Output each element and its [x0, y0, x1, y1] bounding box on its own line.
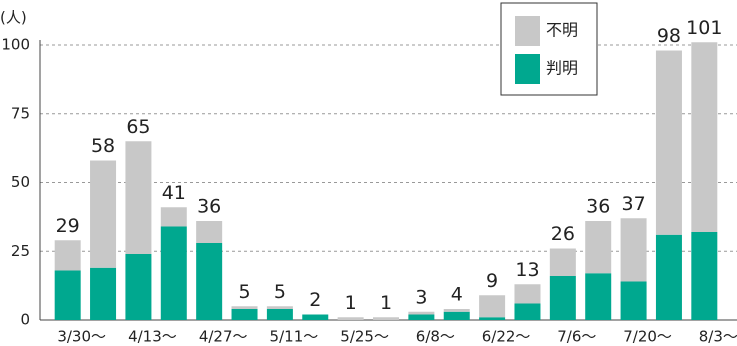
- bar-segment: [691, 232, 718, 320]
- bar-segment: [620, 218, 647, 282]
- x-tick-label: 8/3〜: [699, 328, 737, 346]
- legend-label: 不明: [546, 21, 578, 40]
- x-tick-label: 5/11〜: [270, 328, 319, 346]
- y-tick-label: 50: [11, 173, 30, 191]
- total-label: 41: [162, 182, 186, 204]
- x-tick-label: 6/22〜: [482, 328, 531, 346]
- total-label: 5: [274, 281, 286, 303]
- total-label: 4: [451, 284, 463, 306]
- bar-segment: [337, 317, 364, 320]
- bar-segment: [514, 303, 541, 320]
- bar-segment: [90, 267, 117, 320]
- x-tick-label: 7/20〜: [623, 328, 672, 346]
- bar-segment: [585, 221, 612, 274]
- bar-segment: [90, 160, 117, 268]
- total-label: 2: [309, 289, 321, 311]
- bar-segment: [125, 141, 152, 254]
- total-label: 101: [686, 17, 722, 39]
- bar-segment: [691, 42, 718, 232]
- y-tick-label: 75: [11, 104, 30, 122]
- bar-segment: [160, 226, 187, 320]
- legend-label: 判明: [546, 59, 578, 78]
- bar-segment: [514, 284, 541, 304]
- bar-segment: [196, 243, 223, 320]
- bar-segment: [655, 50, 682, 235]
- bar-segment: [479, 295, 506, 318]
- y-tick-label: 0: [20, 311, 30, 329]
- total-label: 3: [415, 286, 427, 308]
- x-tick-label: 4/13〜: [128, 328, 177, 346]
- bar-segment: [54, 270, 81, 320]
- total-label: 36: [197, 196, 221, 218]
- x-tick-label: 6/8〜: [416, 328, 455, 346]
- bar-segment: [373, 317, 399, 320]
- bar-segment: [549, 248, 576, 276]
- total-label: 5: [238, 281, 250, 303]
- bar-segment: [479, 317, 506, 320]
- total-label: 1: [380, 292, 392, 314]
- bar-segment: [160, 207, 187, 227]
- y-tick-label: 25: [11, 242, 30, 260]
- legend-swatch: [515, 54, 540, 84]
- x-tick-label: 7/6〜: [557, 328, 596, 346]
- bar-segment: [655, 234, 682, 320]
- total-label: 13: [515, 259, 539, 281]
- bar-segment: [54, 240, 81, 271]
- total-label: 26: [551, 223, 575, 245]
- x-tick-label: 5/25〜: [340, 328, 389, 346]
- legend-swatch: [515, 16, 540, 46]
- total-label: 36: [586, 196, 610, 218]
- total-label: 58: [91, 135, 115, 157]
- x-tick-label: 4/27〜: [199, 328, 248, 346]
- bar-segment: [408, 311, 435, 315]
- total-label: 98: [657, 25, 681, 47]
- bar-segment: [408, 314, 435, 320]
- bar-segment: [196, 221, 223, 243]
- bar-segment: [266, 309, 293, 320]
- x-tick-label: 3/30〜: [57, 328, 106, 346]
- bar-segment: [443, 311, 470, 320]
- bar-segment: [443, 309, 470, 312]
- bar-segment: [302, 314, 329, 320]
- bar-segment: [620, 281, 647, 320]
- bar-segment: [231, 306, 258, 309]
- total-label: 65: [126, 116, 150, 138]
- total-label: 9: [486, 270, 498, 292]
- total-label: 29: [56, 215, 80, 237]
- y-axis-label: (人): [0, 9, 27, 27]
- y-tick-label: 100: [1, 36, 30, 54]
- total-label: 37: [621, 193, 645, 215]
- bar-segment: [549, 276, 576, 320]
- bar-segment: [231, 309, 258, 320]
- bar-segment: [266, 306, 293, 309]
- bar-segment: [585, 273, 612, 320]
- total-label: 1: [345, 292, 357, 314]
- bar-segment: [125, 254, 152, 320]
